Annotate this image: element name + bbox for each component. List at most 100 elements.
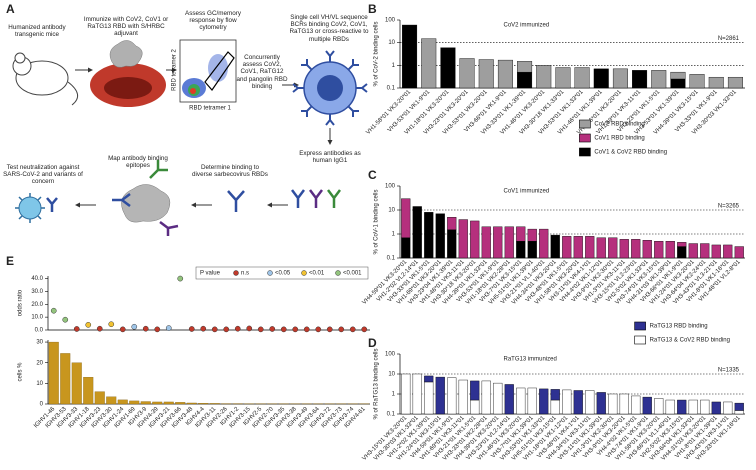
bar bbox=[163, 401, 174, 405]
annotation: N=3265 bbox=[718, 204, 740, 210]
odds-ratio-dot bbox=[361, 326, 368, 333]
bar-segment bbox=[527, 228, 537, 242]
bar-segment bbox=[642, 240, 652, 259]
bar bbox=[140, 401, 151, 405]
odds-ratio-dot bbox=[269, 326, 276, 332]
panel-label: E bbox=[6, 254, 14, 268]
bar-segment bbox=[401, 237, 411, 259]
odds-ratio-dot bbox=[73, 326, 80, 332]
legend-label: <0.05 bbox=[275, 271, 291, 277]
legend-dot bbox=[301, 270, 307, 276]
y-tick-label: 10 bbox=[388, 40, 395, 46]
bar-segment bbox=[493, 382, 503, 415]
bar-segment bbox=[527, 241, 537, 259]
step-text: Express antibodies as human IgG1 bbox=[299, 150, 361, 165]
odds-ratio-dot bbox=[303, 326, 310, 333]
y-tick-label: 0.1 bbox=[387, 86, 396, 92]
panel-label: B bbox=[368, 2, 377, 16]
bar-segment bbox=[677, 242, 687, 247]
odds-ratio-dot bbox=[177, 275, 184, 282]
bar-segment bbox=[412, 373, 422, 415]
bar-segment bbox=[527, 387, 537, 415]
bar-segment bbox=[517, 71, 533, 89]
bar-segment bbox=[440, 47, 456, 89]
bar-segment bbox=[573, 236, 583, 259]
odds-ratio-dot bbox=[349, 326, 356, 333]
odds-ratio-dot bbox=[326, 326, 333, 333]
bar-segment bbox=[708, 76, 724, 89]
flow-gate bbox=[204, 51, 235, 91]
panel-label: D bbox=[368, 336, 377, 350]
bar-segment bbox=[700, 399, 710, 415]
bar-segment bbox=[670, 78, 686, 89]
bar bbox=[209, 403, 220, 405]
bar-segment bbox=[435, 213, 445, 259]
bar-segment bbox=[651, 70, 667, 89]
bar-segment bbox=[517, 61, 533, 73]
rbd-protein bbox=[109, 40, 143, 68]
bar bbox=[94, 391, 105, 405]
bar-segment bbox=[402, 24, 418, 89]
bar-segment bbox=[734, 402, 744, 411]
y-tick-label: 100 bbox=[385, 18, 396, 24]
annotation: N=1335 bbox=[718, 368, 740, 374]
legend-swatch bbox=[579, 119, 591, 129]
bar-segment bbox=[596, 237, 606, 259]
bar-segment bbox=[539, 228, 549, 259]
bar bbox=[186, 402, 197, 405]
panel-label: C bbox=[368, 168, 377, 182]
panel-label: A bbox=[6, 2, 15, 16]
legend-title: P value bbox=[200, 271, 221, 277]
bar-segment bbox=[539, 388, 549, 415]
bar-segment bbox=[631, 395, 641, 415]
rbd-structure bbox=[121, 184, 171, 223]
bar-segment bbox=[401, 198, 411, 238]
bar-segment bbox=[700, 243, 710, 259]
bar-segment bbox=[401, 373, 411, 415]
bar-segment bbox=[493, 226, 503, 259]
bar bbox=[60, 353, 71, 405]
adjuvant-core bbox=[104, 77, 152, 99]
bar-segment bbox=[688, 243, 698, 259]
y-tick-label: 0.1 bbox=[387, 412, 396, 418]
bar-segment bbox=[516, 387, 526, 415]
bar bbox=[106, 396, 117, 405]
odds-ratio-dot bbox=[131, 323, 138, 330]
bar bbox=[198, 403, 209, 405]
y-tick-label: 1 bbox=[392, 63, 396, 69]
legend-swatch bbox=[634, 321, 646, 331]
bar-segment bbox=[631, 239, 641, 259]
step-text: Assess GC/memory response by flow cytome… bbox=[185, 10, 241, 32]
odds-ratio-dot bbox=[165, 325, 172, 331]
y-tick-label: 100 bbox=[385, 352, 396, 358]
bar-segment bbox=[734, 410, 744, 415]
bar-segment bbox=[550, 389, 560, 401]
bar-segment bbox=[562, 389, 572, 415]
legend-label: CoV2 RBD binding bbox=[594, 122, 644, 128]
bar-segment bbox=[688, 399, 698, 415]
bar bbox=[129, 400, 140, 405]
y-tick-label: 10 bbox=[36, 381, 43, 387]
bar-segment bbox=[689, 74, 705, 89]
bar-segment bbox=[665, 241, 675, 259]
y-tick-label: 100 bbox=[385, 184, 396, 190]
bar-segment bbox=[497, 59, 513, 89]
bound-antibodies bbox=[112, 160, 179, 236]
bar-segment bbox=[447, 229, 457, 259]
odds-ratio-dot bbox=[211, 326, 218, 333]
bar-segment bbox=[665, 399, 675, 415]
bar-segment bbox=[596, 392, 606, 415]
bar-segment bbox=[481, 380, 491, 415]
bar-segment bbox=[734, 246, 744, 259]
legend-box bbox=[195, 266, 369, 280]
y-tick-label: 1 bbox=[392, 392, 396, 398]
flow-population bbox=[190, 88, 196, 94]
flow-axis-label: RBD tetramer 2 bbox=[172, 49, 178, 91]
odds-ratio-dot bbox=[108, 321, 115, 328]
y-tick-label: 30 bbox=[36, 340, 43, 346]
bar-segment bbox=[608, 393, 618, 415]
antibody bbox=[227, 190, 245, 212]
y-axis-label: cells % bbox=[18, 362, 24, 382]
